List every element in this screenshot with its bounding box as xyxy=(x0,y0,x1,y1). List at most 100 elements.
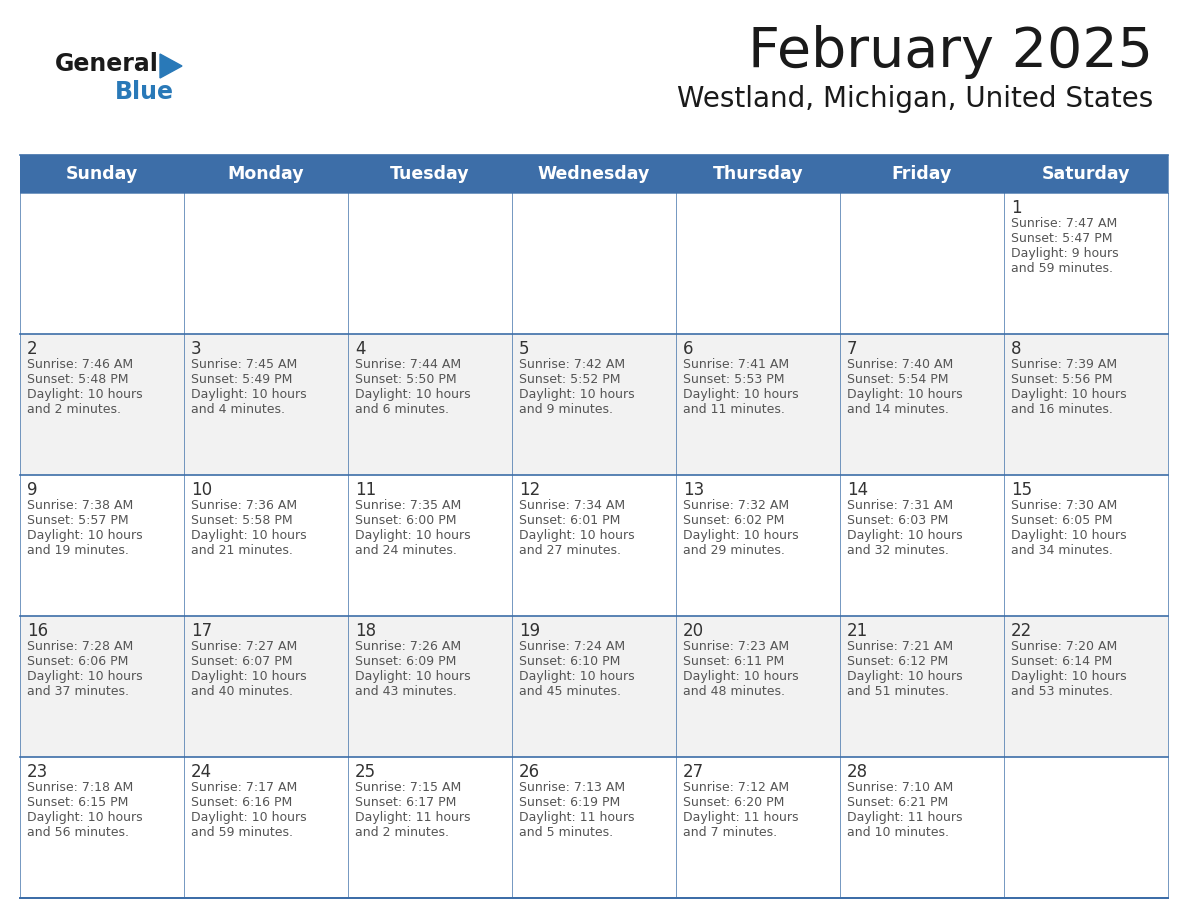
Text: and 56 minutes.: and 56 minutes. xyxy=(27,826,129,839)
Text: 26: 26 xyxy=(519,763,541,781)
Text: and 14 minutes.: and 14 minutes. xyxy=(847,403,949,416)
Text: 21: 21 xyxy=(847,622,868,640)
Text: Sunset: 6:07 PM: Sunset: 6:07 PM xyxy=(191,655,292,668)
Text: Sunrise: 7:42 AM: Sunrise: 7:42 AM xyxy=(519,358,625,371)
Text: Sunset: 5:49 PM: Sunset: 5:49 PM xyxy=(191,373,292,386)
Text: and 40 minutes.: and 40 minutes. xyxy=(191,685,293,698)
Text: Daylight: 10 hours: Daylight: 10 hours xyxy=(847,388,962,401)
Text: and 6 minutes.: and 6 minutes. xyxy=(355,403,449,416)
Text: Sunset: 6:21 PM: Sunset: 6:21 PM xyxy=(847,796,948,809)
Text: and 2 minutes.: and 2 minutes. xyxy=(27,403,121,416)
Text: 2: 2 xyxy=(27,340,38,358)
Text: and 59 minutes.: and 59 minutes. xyxy=(1011,262,1113,275)
Text: Daylight: 11 hours: Daylight: 11 hours xyxy=(519,811,634,824)
Text: Sunset: 6:02 PM: Sunset: 6:02 PM xyxy=(683,514,784,527)
Text: Sunset: 5:50 PM: Sunset: 5:50 PM xyxy=(355,373,456,386)
Text: Daylight: 10 hours: Daylight: 10 hours xyxy=(847,670,962,683)
Text: Sunrise: 7:21 AM: Sunrise: 7:21 AM xyxy=(847,640,953,653)
Text: and 16 minutes.: and 16 minutes. xyxy=(1011,403,1113,416)
Text: 15: 15 xyxy=(1011,481,1032,499)
Text: Daylight: 10 hours: Daylight: 10 hours xyxy=(27,811,143,824)
Text: Daylight: 10 hours: Daylight: 10 hours xyxy=(355,529,470,542)
Text: Sunset: 5:52 PM: Sunset: 5:52 PM xyxy=(519,373,620,386)
Text: Daylight: 10 hours: Daylight: 10 hours xyxy=(191,529,307,542)
Text: and 9 minutes.: and 9 minutes. xyxy=(519,403,613,416)
Bar xyxy=(20,193,1168,334)
Text: 22: 22 xyxy=(1011,622,1032,640)
Text: and 10 minutes.: and 10 minutes. xyxy=(847,826,949,839)
Text: Daylight: 10 hours: Daylight: 10 hours xyxy=(519,529,634,542)
Text: Tuesday: Tuesday xyxy=(390,165,469,183)
Text: Daylight: 10 hours: Daylight: 10 hours xyxy=(519,670,634,683)
Polygon shape xyxy=(160,54,182,78)
Text: Sunrise: 7:46 AM: Sunrise: 7:46 AM xyxy=(27,358,133,371)
Text: 19: 19 xyxy=(519,622,541,640)
Text: Sunrise: 7:40 AM: Sunrise: 7:40 AM xyxy=(847,358,953,371)
Text: Daylight: 10 hours: Daylight: 10 hours xyxy=(191,388,307,401)
Text: 23: 23 xyxy=(27,763,49,781)
Text: 20: 20 xyxy=(683,622,704,640)
Text: Sunrise: 7:39 AM: Sunrise: 7:39 AM xyxy=(1011,358,1117,371)
Text: Sunrise: 7:13 AM: Sunrise: 7:13 AM xyxy=(519,781,625,794)
Text: 25: 25 xyxy=(355,763,377,781)
Text: and 29 minutes.: and 29 minutes. xyxy=(683,544,785,557)
Text: and 53 minutes.: and 53 minutes. xyxy=(1011,685,1113,698)
Text: 6: 6 xyxy=(683,340,694,358)
Text: Sunset: 5:58 PM: Sunset: 5:58 PM xyxy=(191,514,292,527)
Text: and 2 minutes.: and 2 minutes. xyxy=(355,826,449,839)
Text: Daylight: 10 hours: Daylight: 10 hours xyxy=(683,388,798,401)
Text: 27: 27 xyxy=(683,763,704,781)
Text: Sunrise: 7:32 AM: Sunrise: 7:32 AM xyxy=(683,499,789,512)
Text: Daylight: 10 hours: Daylight: 10 hours xyxy=(1011,529,1126,542)
Text: Sunrise: 7:47 AM: Sunrise: 7:47 AM xyxy=(1011,217,1117,230)
Text: Sunrise: 7:30 AM: Sunrise: 7:30 AM xyxy=(1011,499,1117,512)
Text: and 27 minutes.: and 27 minutes. xyxy=(519,544,621,557)
Text: Daylight: 11 hours: Daylight: 11 hours xyxy=(683,811,798,824)
Text: Sunrise: 7:17 AM: Sunrise: 7:17 AM xyxy=(191,781,297,794)
Text: Sunset: 6:00 PM: Sunset: 6:00 PM xyxy=(355,514,456,527)
Text: Sunset: 5:56 PM: Sunset: 5:56 PM xyxy=(1011,373,1112,386)
Text: Daylight: 10 hours: Daylight: 10 hours xyxy=(355,388,470,401)
Text: Blue: Blue xyxy=(115,80,173,104)
Text: Daylight: 10 hours: Daylight: 10 hours xyxy=(27,670,143,683)
Text: Wednesday: Wednesday xyxy=(538,165,650,183)
Text: Sunrise: 7:18 AM: Sunrise: 7:18 AM xyxy=(27,781,133,794)
Text: Sunset: 6:16 PM: Sunset: 6:16 PM xyxy=(191,796,292,809)
Text: Sunrise: 7:36 AM: Sunrise: 7:36 AM xyxy=(191,499,297,512)
Text: and 48 minutes.: and 48 minutes. xyxy=(683,685,785,698)
Text: Sunrise: 7:45 AM: Sunrise: 7:45 AM xyxy=(191,358,297,371)
Text: Sunrise: 7:10 AM: Sunrise: 7:10 AM xyxy=(847,781,953,794)
Text: Daylight: 10 hours: Daylight: 10 hours xyxy=(1011,670,1126,683)
Text: Sunrise: 7:26 AM: Sunrise: 7:26 AM xyxy=(355,640,461,653)
Text: and 21 minutes.: and 21 minutes. xyxy=(191,544,293,557)
Text: Daylight: 10 hours: Daylight: 10 hours xyxy=(355,670,470,683)
Text: Sunset: 6:17 PM: Sunset: 6:17 PM xyxy=(355,796,456,809)
Text: Sunset: 6:20 PM: Sunset: 6:20 PM xyxy=(683,796,784,809)
Text: Sunset: 6:09 PM: Sunset: 6:09 PM xyxy=(355,655,456,668)
Text: Daylight: 11 hours: Daylight: 11 hours xyxy=(847,811,962,824)
Text: and 45 minutes.: and 45 minutes. xyxy=(519,685,621,698)
Text: Sunset: 5:48 PM: Sunset: 5:48 PM xyxy=(27,373,128,386)
Text: and 5 minutes.: and 5 minutes. xyxy=(519,826,613,839)
Text: Daylight: 10 hours: Daylight: 10 hours xyxy=(27,529,143,542)
Text: 13: 13 xyxy=(683,481,704,499)
Text: 14: 14 xyxy=(847,481,868,499)
Text: Sunrise: 7:23 AM: Sunrise: 7:23 AM xyxy=(683,640,789,653)
Text: February 2025: February 2025 xyxy=(748,25,1154,79)
Text: Daylight: 10 hours: Daylight: 10 hours xyxy=(847,529,962,542)
Text: Daylight: 10 hours: Daylight: 10 hours xyxy=(191,811,307,824)
Text: 28: 28 xyxy=(847,763,868,781)
Text: Sunset: 6:15 PM: Sunset: 6:15 PM xyxy=(27,796,128,809)
Text: Sunrise: 7:38 AM: Sunrise: 7:38 AM xyxy=(27,499,133,512)
Text: Daylight: 10 hours: Daylight: 10 hours xyxy=(683,670,798,683)
Text: General: General xyxy=(55,52,159,76)
Text: Sunrise: 7:20 AM: Sunrise: 7:20 AM xyxy=(1011,640,1117,653)
Text: Sunset: 6:05 PM: Sunset: 6:05 PM xyxy=(1011,514,1112,527)
Text: Sunday: Sunday xyxy=(65,165,138,183)
Text: Saturday: Saturday xyxy=(1042,165,1130,183)
Text: 10: 10 xyxy=(191,481,213,499)
Text: Sunset: 5:47 PM: Sunset: 5:47 PM xyxy=(1011,232,1112,245)
Text: and 51 minutes.: and 51 minutes. xyxy=(847,685,949,698)
Text: Daylight: 10 hours: Daylight: 10 hours xyxy=(683,529,798,542)
Text: Daylight: 10 hours: Daylight: 10 hours xyxy=(519,388,634,401)
